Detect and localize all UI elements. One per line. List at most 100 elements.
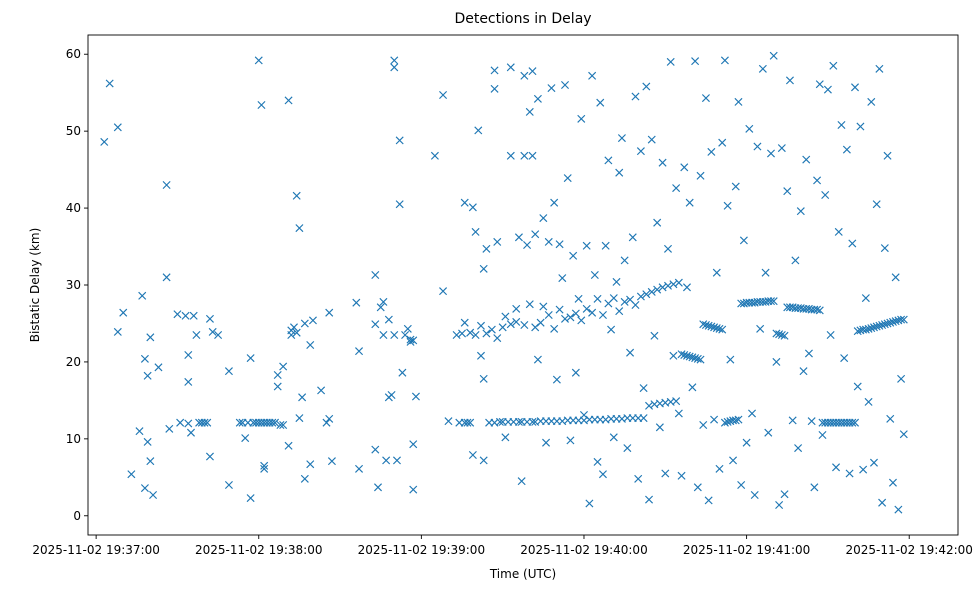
x-axis: 2025-11-02 19:37:00 2025-11-02 19:38:00 20… (32, 535, 973, 557)
data-point (571, 368, 580, 377)
data-point (490, 84, 499, 93)
data-point (528, 417, 537, 426)
data-point (173, 310, 182, 319)
data-point (482, 329, 491, 338)
data-point (653, 218, 662, 227)
data-point (271, 418, 280, 427)
data-point (487, 325, 496, 334)
data-point (208, 327, 217, 336)
data-point (701, 320, 710, 330)
data-point (547, 84, 556, 93)
data-point (387, 390, 396, 400)
data-point (666, 57, 675, 66)
data-point (639, 414, 648, 423)
data-point (390, 63, 399, 72)
data-point (284, 441, 293, 450)
data-point (493, 237, 502, 246)
data-point (775, 500, 784, 510)
y-tick-label: 0 (73, 509, 81, 523)
data-point (322, 418, 331, 427)
data-point (384, 315, 393, 324)
data-point (555, 305, 564, 314)
data-point (718, 138, 727, 147)
data-point (550, 198, 559, 207)
data-point (750, 490, 759, 500)
data-point (409, 336, 418, 345)
data-point (593, 294, 602, 303)
data-point (880, 320, 889, 329)
data-point (815, 80, 824, 89)
data-point (872, 200, 881, 209)
data-point (791, 256, 800, 265)
data-point (514, 417, 523, 426)
data-point (476, 351, 485, 360)
data-point (544, 237, 553, 246)
data-point (639, 384, 648, 393)
data-point (279, 362, 288, 371)
data-point (607, 325, 616, 334)
data-point (631, 300, 640, 310)
data-point (306, 340, 315, 350)
data-point (661, 469, 670, 478)
data-point (520, 71, 529, 80)
data-point (476, 321, 485, 330)
data-point (864, 324, 873, 333)
data-point (501, 433, 510, 442)
data-point (355, 347, 364, 356)
data-point (799, 367, 808, 376)
data-point (897, 374, 906, 383)
data-point (731, 182, 740, 191)
data-point (246, 354, 255, 363)
data-point (186, 428, 195, 437)
data-point (398, 368, 407, 377)
data-point (769, 297, 778, 306)
data-point (577, 114, 586, 123)
data-point (623, 444, 632, 453)
data-point (758, 64, 767, 73)
data-point (533, 94, 542, 103)
data-point (379, 297, 388, 306)
data-point (620, 297, 629, 306)
data-point (466, 418, 475, 427)
data-point (371, 445, 380, 454)
data-point (688, 383, 697, 392)
data-point (780, 490, 789, 499)
data-point (737, 480, 746, 490)
data-point (880, 244, 889, 253)
data-point (471, 227, 480, 236)
data-point (604, 156, 613, 165)
data-point (777, 144, 786, 153)
data-point (731, 416, 740, 425)
data-point (308, 316, 317, 325)
data-point (439, 287, 448, 296)
data-point (376, 303, 385, 312)
data-point (127, 470, 136, 479)
data-point (498, 323, 507, 332)
data-point (105, 79, 114, 88)
data-point (672, 184, 681, 193)
data-point (718, 325, 727, 334)
data-point (783, 187, 792, 196)
data-point (138, 291, 147, 300)
data-point (620, 256, 629, 265)
data-point (517, 477, 526, 486)
data-point (574, 294, 583, 303)
data-point (430, 151, 439, 160)
data-point (742, 438, 751, 447)
data-point (273, 382, 282, 391)
data-point (710, 323, 719, 332)
data-point (834, 227, 843, 236)
data-point (837, 120, 846, 130)
data-point (390, 56, 399, 65)
data-point (205, 314, 214, 323)
data-point (392, 456, 401, 465)
x-tick-label: 2025-11-02 19:38:00 (195, 543, 322, 557)
data-point (536, 318, 545, 327)
data-point (899, 315, 908, 324)
data-point (506, 63, 515, 72)
data-point (634, 474, 643, 483)
data-point (853, 327, 862, 336)
data-point (899, 430, 908, 439)
data-point (373, 483, 383, 492)
data-point (224, 367, 233, 376)
